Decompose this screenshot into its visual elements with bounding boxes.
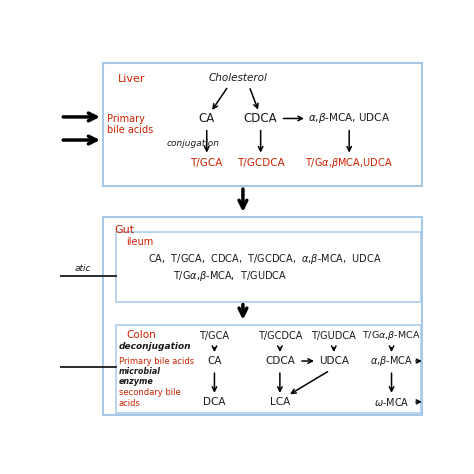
Text: CA: CA [207, 356, 222, 366]
Text: $\omega$-MCA: $\omega$-MCA [374, 396, 409, 408]
Text: CA: CA [199, 112, 215, 125]
Bar [116, 232, 421, 302]
Text: atic: atic [74, 264, 91, 273]
Text: CDCA: CDCA [244, 112, 277, 125]
Text: $\alpha$,$\beta$-MCA: $\alpha$,$\beta$-MCA [370, 354, 413, 368]
Bar [103, 63, 421, 186]
Text: UDCA: UDCA [319, 356, 349, 366]
Text: secondary bile
acids: secondary bile acids [119, 388, 181, 408]
Text: T/G$\alpha$,$\beta$-MCA: T/G$\alpha$,$\beta$-MCA [362, 329, 421, 342]
Text: Colon: Colon [126, 330, 155, 340]
Text: T/G$\alpha$,$\beta$-MCA,  T/GUDCA: T/G$\alpha$,$\beta$-MCA, T/GUDCA [173, 269, 287, 283]
Text: Primary
bile acids: Primary bile acids [107, 114, 153, 136]
Text: T/GCDCA: T/GCDCA [237, 158, 284, 168]
Text: Liver: Liver [118, 74, 146, 84]
Text: Primary bile acids: Primary bile acids [119, 356, 194, 365]
Text: DCA: DCA [203, 397, 226, 407]
Text: CA,  T/GCA,  CDCA,  T/GCDCA,  $\alpha$,$\beta$-MCA,  UDCA: CA, T/GCA, CDCA, T/GCDCA, $\alpha$,$\bet… [147, 252, 382, 265]
Text: T/G$\alpha$,$\beta$MCA,UDCA: T/G$\alpha$,$\beta$MCA,UDCA [305, 156, 393, 170]
Text: T/GCA: T/GCA [200, 331, 229, 341]
Text: deconjugation: deconjugation [119, 342, 191, 351]
Text: ileum: ileum [126, 237, 153, 247]
Text: microbial
enzyme: microbial enzyme [119, 367, 161, 386]
Bar [116, 325, 421, 413]
Text: T/GCDCA: T/GCDCA [258, 331, 302, 341]
Text: Gut: Gut [114, 225, 135, 235]
Text: conjugation: conjugation [167, 139, 219, 148]
Text: CDCA: CDCA [265, 356, 295, 366]
Bar [103, 217, 421, 415]
Text: T/GCA: T/GCA [191, 158, 223, 168]
Text: Cholesterol: Cholesterol [208, 73, 267, 83]
Text: $\alpha$,$\beta$-MCA, UDCA: $\alpha$,$\beta$-MCA, UDCA [308, 111, 390, 126]
Text: LCA: LCA [270, 397, 290, 407]
Text: T/GUDCA: T/GUDCA [311, 331, 356, 341]
